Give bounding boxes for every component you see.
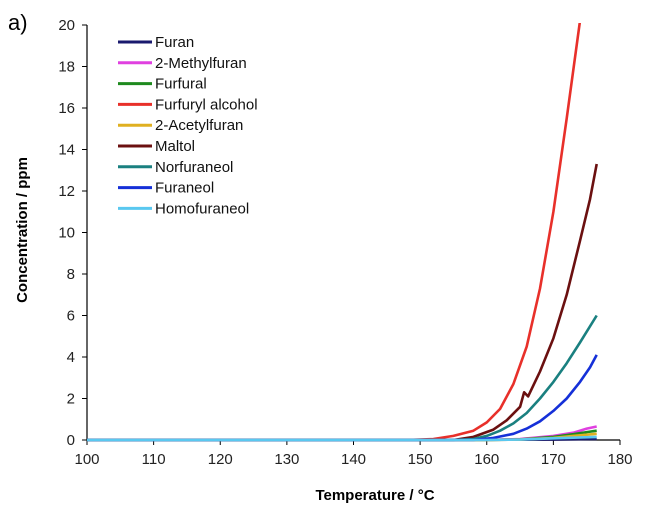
- series-line-norfuraneol: [87, 314, 598, 442]
- x-axis-title: Temperature / °C: [315, 487, 434, 504]
- y-tick-label: 20: [58, 17, 75, 34]
- y-tick-label: 12: [58, 183, 75, 200]
- x-tick-label: 180: [607, 451, 632, 468]
- x-tick-label: 110: [142, 451, 166, 468]
- legend-label-2-methylfuran: 2-Methylfuran: [155, 55, 247, 72]
- legend-label-maltol: Maltol: [155, 138, 195, 155]
- legend-label-furfural: Furfural: [155, 76, 207, 93]
- y-tick-label: 16: [58, 100, 75, 117]
- series-line-homofuraneol: [87, 435, 597, 442]
- panel-label: a): [8, 10, 28, 35]
- x-tick-label: 130: [274, 451, 299, 468]
- y-tick-label: 10: [58, 225, 75, 242]
- x-tick-label: 150: [408, 451, 433, 468]
- series-line-2-methylfuran: [87, 425, 597, 442]
- y-tick-label: 0: [67, 432, 75, 449]
- y-axis-title: Concentration / ppm: [14, 157, 31, 303]
- x-tick-label: 140: [341, 451, 366, 468]
- y-tick-label: 8: [67, 266, 75, 283]
- x-tick-label: 170: [541, 451, 566, 468]
- y-tick-label: 14: [58, 142, 75, 159]
- axes: 0 2 4 6 8 10 12 14 16 18 20 100 110 120 130 140 150 160 17…: [58, 17, 632, 468]
- series-line-maltol: [87, 163, 598, 442]
- legend: Furan 2-Methylfuran Furfural Furfuryl alcoh…: [118, 34, 258, 217]
- legend-label-furan: Furan: [155, 34, 194, 51]
- legend-label-norfuraneol: Norfuraneol: [155, 159, 233, 176]
- plot-lines: [87, 23, 598, 442]
- x-tick-label: 160: [474, 451, 499, 468]
- y-tick-label: 2: [67, 391, 75, 408]
- legend-label-furfuryl-alcohol: Furfuryl alcohol: [155, 96, 258, 113]
- legend-label-2-acetylfuran: 2-Acetylfuran: [155, 117, 243, 134]
- x-tick-label: 100: [74, 451, 99, 468]
- legend-label-homofuraneol: Homofuraneol: [155, 200, 249, 217]
- y-tick-label: 18: [58, 59, 75, 76]
- legend-label-furaneol: Furaneol: [155, 180, 214, 197]
- x-tick-label: 120: [208, 451, 233, 468]
- series-line-furaneol: [87, 354, 598, 442]
- y-tick-label: 6: [67, 308, 75, 325]
- y-tick-label: 4: [67, 349, 75, 366]
